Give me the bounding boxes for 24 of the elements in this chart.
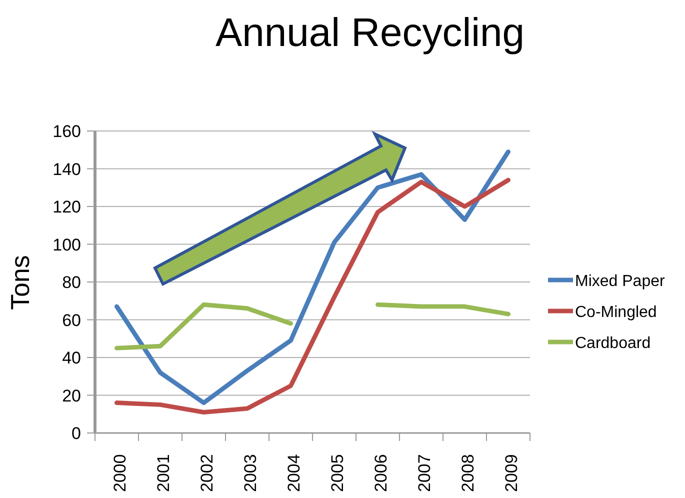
y-tick-label: 40 bbox=[62, 348, 81, 368]
x-tick-label: 2000 bbox=[110, 454, 130, 492]
x-tick-label: 2009 bbox=[502, 454, 522, 492]
x-tick-label: 2004 bbox=[284, 454, 304, 492]
y-tick-label: 140 bbox=[52, 160, 81, 179]
x-tick-label: 2007 bbox=[415, 454, 434, 492]
x-tick-label: 2001 bbox=[154, 454, 174, 492]
legend-label: Cardboard bbox=[575, 335, 651, 352]
y-tick-label: 0 bbox=[72, 424, 81, 443]
y-tick-label: 80 bbox=[62, 273, 81, 292]
y-axis-title: Tons bbox=[5, 255, 36, 310]
legend-label: Mixed Paper bbox=[575, 273, 666, 290]
y-tick-label: 100 bbox=[52, 235, 81, 254]
x-tick-label: 2008 bbox=[458, 454, 478, 492]
y-tick-label: 60 bbox=[62, 310, 81, 330]
y-tick-label: 120 bbox=[52, 198, 81, 216]
legend-label: Co-Mingled bbox=[575, 304, 657, 321]
x-tick-label: 2006 bbox=[372, 454, 391, 492]
x-tick-label: 2005 bbox=[328, 454, 348, 492]
y-tick-label: 160 bbox=[52, 122, 81, 141]
y-tick-label: 20 bbox=[62, 386, 81, 406]
chart-title: Annual Recycling bbox=[215, 11, 525, 55]
x-tick-label: 2003 bbox=[241, 454, 260, 492]
x-tick-label: 2002 bbox=[198, 454, 217, 492]
